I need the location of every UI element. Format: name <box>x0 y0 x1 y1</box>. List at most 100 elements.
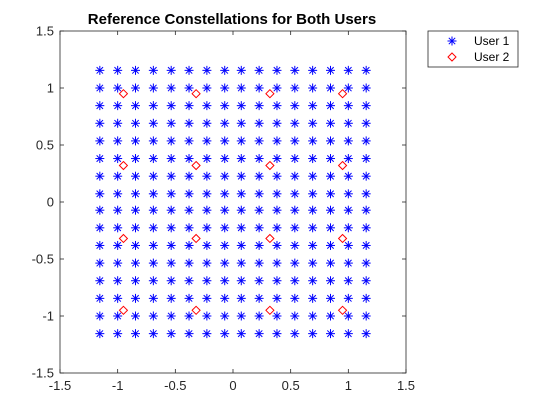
user1-point <box>131 311 141 321</box>
user1-point <box>148 136 158 146</box>
x-tick-label: -1.5 <box>49 378 71 393</box>
user1-point <box>290 293 300 303</box>
user1-point <box>95 154 105 164</box>
user1-point <box>236 258 246 268</box>
user1-point <box>361 205 371 215</box>
user1-point <box>184 223 194 233</box>
user1-point <box>290 189 300 199</box>
user2-point <box>265 305 275 316</box>
user1-point <box>148 240 158 250</box>
legend-user2-marker <box>447 52 457 62</box>
user1-point <box>131 83 141 93</box>
user1-point <box>272 171 282 181</box>
user1-point <box>290 171 300 181</box>
user1-point <box>220 83 230 93</box>
user1-point <box>325 65 335 75</box>
user1-point <box>308 65 318 75</box>
user1-point <box>95 171 105 181</box>
user1-point <box>290 154 300 164</box>
user1-point <box>113 83 123 93</box>
user1-point <box>95 329 105 339</box>
user1-point <box>148 258 158 268</box>
x-tick-label: 0 <box>229 378 236 393</box>
user1-point <box>202 240 212 250</box>
x-axis: -1.5 -1 -0.5 0 0.5 1 1.5 <box>49 31 415 393</box>
user1-point <box>184 171 194 181</box>
user1-point <box>184 311 194 321</box>
user2-point <box>118 160 129 171</box>
user1-point <box>343 329 353 339</box>
user1-point <box>325 240 335 250</box>
user1-point <box>113 101 123 111</box>
user1-point <box>343 240 353 250</box>
x-tick-label: 0.5 <box>282 378 300 393</box>
user1-point <box>308 118 318 128</box>
user1-point <box>290 258 300 268</box>
user1-point <box>166 154 176 164</box>
y-tick-label: 1.5 <box>36 24 54 39</box>
user1-point <box>343 83 353 93</box>
user1-point <box>308 329 318 339</box>
user1-point <box>95 65 105 75</box>
user1-point <box>236 240 246 250</box>
user2-point <box>337 305 348 316</box>
user1-point <box>113 276 123 286</box>
user1-point <box>325 258 335 268</box>
user1-point <box>220 311 230 321</box>
legend-user1-label: User 1 <box>474 34 510 48</box>
legend-user1-marker <box>447 36 457 46</box>
user1-point <box>113 205 123 215</box>
user1-point <box>361 171 371 181</box>
user1-point <box>148 171 158 181</box>
user1-point <box>308 276 318 286</box>
user1-point <box>166 101 176 111</box>
user1-point <box>166 171 176 181</box>
user1-point <box>290 329 300 339</box>
user1-point <box>131 329 141 339</box>
user1-point <box>166 65 176 75</box>
user2-point <box>337 160 348 171</box>
user1-point <box>343 118 353 128</box>
user1-point <box>166 189 176 199</box>
user1-point <box>113 293 123 303</box>
user1-point <box>325 118 335 128</box>
user1-point <box>325 329 335 339</box>
user1-point <box>202 136 212 146</box>
user1-point <box>361 83 371 93</box>
user1-point <box>236 118 246 128</box>
user1-point <box>95 101 105 111</box>
user1-point <box>220 65 230 75</box>
user1-point <box>184 258 194 268</box>
user1-point <box>343 293 353 303</box>
y-tick-label: 0 <box>47 195 54 210</box>
user1-point <box>148 154 158 164</box>
user1-point <box>272 205 282 215</box>
x-tick-label: -1 <box>112 378 124 393</box>
y-tick-label: 0.5 <box>36 138 54 153</box>
user1-point <box>220 223 230 233</box>
user1-point <box>308 223 318 233</box>
user1-point <box>202 293 212 303</box>
user1-point <box>343 258 353 268</box>
user1-point <box>166 276 176 286</box>
user1-point <box>184 329 194 339</box>
legend: User 1 User 2 <box>427 30 519 68</box>
user1-point <box>236 329 246 339</box>
user1-point <box>95 136 105 146</box>
user1-point <box>184 276 194 286</box>
user1-point <box>254 189 264 199</box>
user1-point <box>236 154 246 164</box>
user1-point <box>148 311 158 321</box>
user1-point <box>95 83 105 93</box>
user1-point <box>220 101 230 111</box>
user1-point <box>325 223 335 233</box>
legend-user2-diamond <box>447 52 457 62</box>
user1-point <box>361 223 371 233</box>
user1-point <box>272 223 282 233</box>
user1-point <box>220 154 230 164</box>
user1-point <box>131 101 141 111</box>
user1-point <box>220 329 230 339</box>
user1-point <box>236 101 246 111</box>
user1-point <box>166 118 176 128</box>
y-tick-label: -1.5 <box>32 366 54 381</box>
